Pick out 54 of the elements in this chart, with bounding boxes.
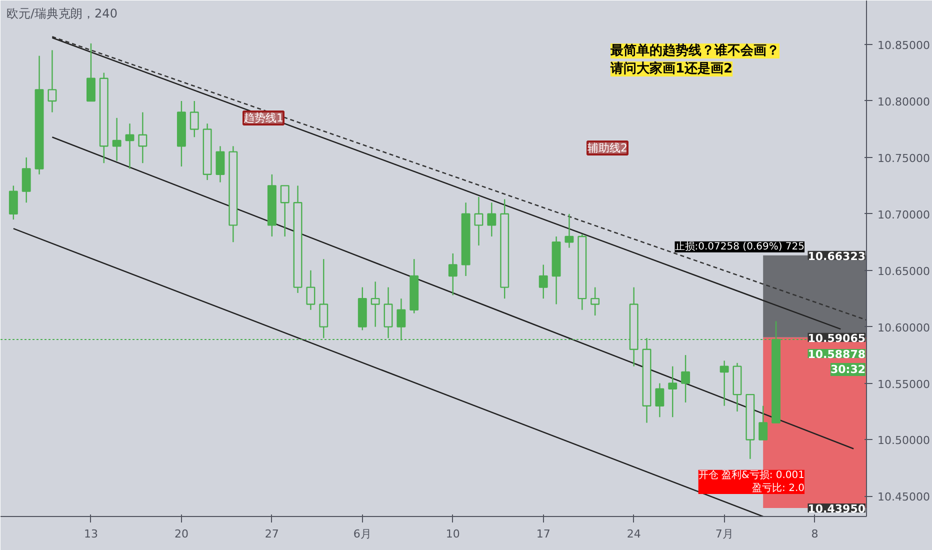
band-label: 止损:0.07258 (0.69%) 725 [674, 240, 805, 252]
annotation: 10.43950 [808, 502, 866, 516]
candlestick [448, 252, 458, 296]
candlestick [681, 354, 690, 404]
candlestick [370, 281, 380, 328]
candlestick [125, 122, 134, 170]
candlestick [216, 146, 225, 183]
candlestick [590, 286, 600, 316]
candlestick [22, 156, 31, 204]
y-tick-label: 10.75000 [878, 152, 930, 165]
x-tick-label: 20 [174, 528, 188, 540]
annotation: 辅助线2 [588, 142, 628, 154]
candlestick [8, 185, 18, 220]
candlestick [474, 196, 484, 246]
y-tick-label: 10.55000 [878, 378, 930, 391]
candlestick [86, 42, 96, 102]
y-tick-label: 10.50000 [878, 434, 930, 448]
x-tick-label: 7月 [715, 528, 734, 540]
candlestick [487, 202, 496, 238]
annotation: 10.59065 [808, 332, 866, 345]
candlestick [280, 185, 290, 238]
text: 欧元/瑞典克朗，240 [6, 6, 118, 20]
x-tick-label: 27 [264, 528, 279, 540]
x-tick-label: 8 [811, 528, 818, 540]
candlestick [319, 258, 328, 339]
candlestick [48, 50, 57, 113]
annotation: 请问大家画1还是画2 [610, 60, 733, 76]
candlestick [306, 270, 316, 310]
y-tick-label: 10.65000 [878, 264, 930, 278]
candlestick [720, 360, 729, 406]
annotation: 最简单的趋势线？谁不会画？ [610, 42, 780, 58]
y-tick-label: 10.80000 [878, 95, 930, 108]
x-tick-label: 10 [446, 528, 460, 540]
ref-line-label: 10.58878 [808, 348, 866, 361]
annotation: 10.66323 [808, 250, 866, 263]
y-tick-label: 10.70000 [878, 208, 930, 222]
band-label: 开仓 盈利&亏损: 0.001 盈亏比: 2.0 [698, 468, 805, 494]
candlestick [112, 117, 122, 162]
y-tick-label: 10.45000 [878, 490, 930, 504]
candlestick [564, 213, 574, 248]
y-tick-label: 10.60000 [878, 321, 930, 334]
candlestick [668, 366, 678, 418]
annotation: 趋势线1 [244, 112, 284, 124]
candlestick [538, 264, 548, 300]
x-tick-label: 13 [84, 528, 98, 540]
x-tick-label: 17 [536, 528, 550, 540]
x-tick-label: 6月 [353, 528, 372, 540]
y-tick-label: 10.85000 [878, 39, 930, 52]
x-tick-label: 24 [626, 528, 641, 540]
candlestick [138, 112, 148, 164]
candlestick [190, 100, 199, 138]
annotation: 30:32 [830, 362, 866, 376]
candlestick [655, 382, 664, 418]
candlestick [758, 405, 768, 440]
